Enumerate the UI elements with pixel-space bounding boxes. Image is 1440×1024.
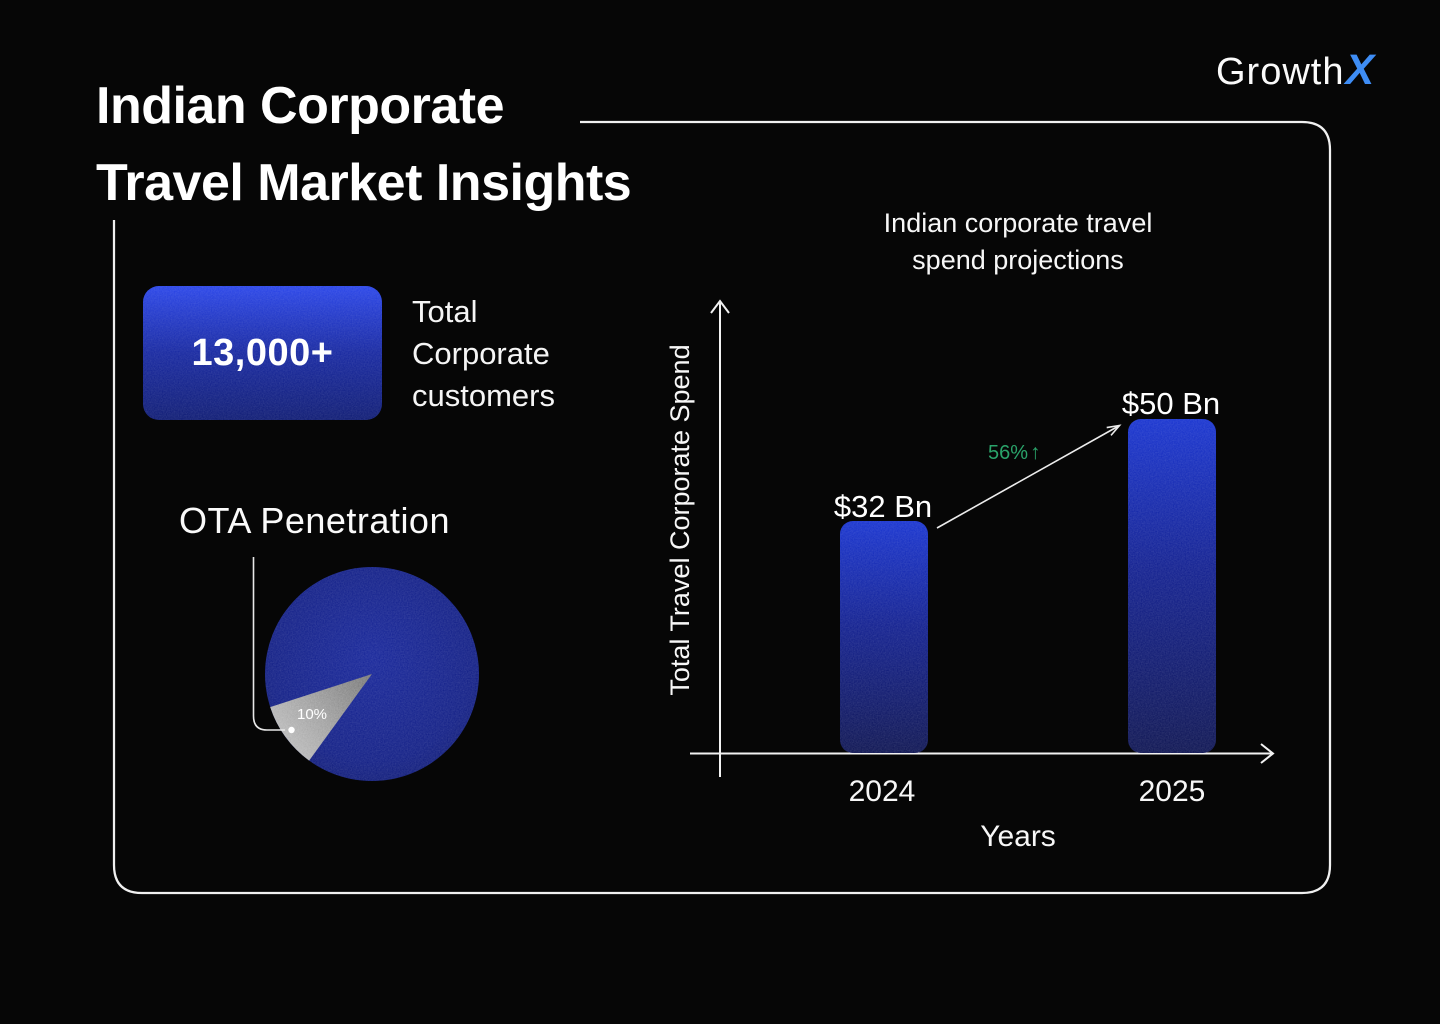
up-arrow-icon: ↑ [1030,441,1041,464]
growth-arrow-line [936,424,1120,529]
brand-logo-text: Growth [1216,51,1345,93]
x-axis-label: Years [980,820,1056,853]
page-title: Indian Corporate Travel Market Insights [96,68,632,222]
page-title-line2: Travel Market Insights [96,154,632,212]
growth-percentage: 56% [988,442,1029,464]
bar-value-label-2025: $50 Bn [1121,386,1221,421]
x-tick-2025: 2025 [1138,775,1206,808]
y-axis-label: Total Travel Corporate Spend [665,344,695,696]
x-axis-arrowhead [1260,743,1275,764]
pie-slice-label: 10% [296,706,328,723]
pie-slice-grain-overlay [270,674,372,761]
ota-penetration-heading: OTA Penetration [179,500,450,541]
callout-dot [288,726,295,734]
frame-border [112,120,1332,895]
growth-arrowhead [1106,424,1122,436]
growth-annotation: 56%↑ [988,441,1041,465]
stat-card-value: 13,000+ [191,331,334,374]
x-tick-2024: 2024 [848,775,916,808]
stat-card-grain-overlay [143,286,382,420]
brand-logo: GrowthX [1216,46,1374,95]
brand-logo-x-icon: X [1345,46,1375,94]
bar-2024-grain-overlay [840,521,928,753]
bar-chart-title: Indian corporate travel spend projection… [883,208,1153,275]
bar-value-label-2024: $32 Bn [833,489,933,524]
page-title-line1: Indian Corporate [96,77,505,135]
y-axis-arrowhead [710,299,730,314]
callout-line [252,557,285,731]
stat-card-label: Total Corporate customers [412,294,555,413]
bar-2025-grain-overlay [1128,419,1216,753]
